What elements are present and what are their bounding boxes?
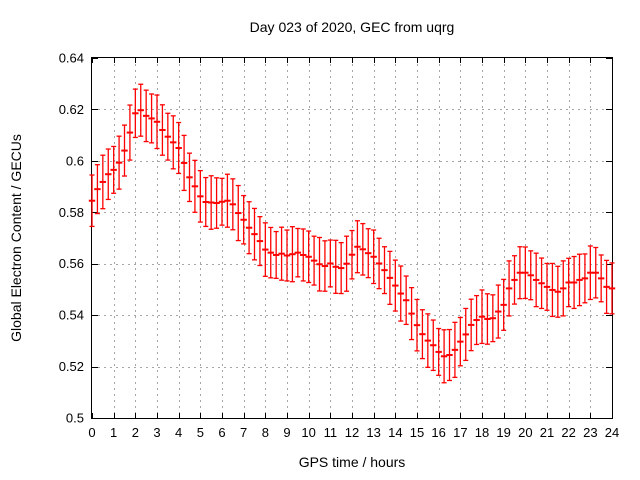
svg-text:18: 18 [475,425,489,440]
plot-border [91,57,613,419]
svg-text:0.5: 0.5 [66,411,84,426]
svg-text:21: 21 [540,425,554,440]
svg-text:20: 20 [518,425,532,440]
svg-text:12: 12 [345,425,359,440]
svg-text:0.64: 0.64 [59,51,84,66]
svg-text:4: 4 [175,425,182,440]
y-tick-labels: 0.5 0.52 0.54 0.56 0.58 0.6 0.62 0.64 [59,51,84,426]
svg-text:1: 1 [110,425,117,440]
x-tick-labels: 0 1 2 3 4 5 6 7 8 9 10 11 12 13 14 15 16 17 18 19 20 21 22 23 24 [88,425,619,440]
svg-text:0.56: 0.56 [59,256,84,271]
svg-text:16: 16 [431,425,445,440]
svg-text:0.62: 0.62 [59,102,84,117]
svg-text:22: 22 [561,425,575,440]
chart-title: Day 023 of 2020, GEC from uqrg [250,19,455,35]
y-axis-label: Global Electron Content / GECUs [8,134,24,342]
axis-ticks [92,58,613,419]
svg-text:2: 2 [132,425,139,440]
svg-text:24: 24 [605,425,619,440]
svg-text:17: 17 [453,425,467,440]
svg-text:0.54: 0.54 [59,308,84,323]
svg-text:3: 3 [153,425,160,440]
svg-text:13: 13 [366,425,380,440]
svg-text:7: 7 [240,425,247,440]
svg-text:0.52: 0.52 [59,359,84,374]
svg-text:8: 8 [262,425,269,440]
x-axis-label: GPS time / hours [299,454,406,470]
svg-text:0.58: 0.58 [59,205,84,220]
svg-text:23: 23 [583,425,597,440]
svg-text:14: 14 [388,425,402,440]
svg-text:9: 9 [283,425,290,440]
svg-text:11: 11 [324,425,338,440]
svg-text:10: 10 [301,425,315,440]
svg-text:0.6: 0.6 [66,153,84,168]
data-series-errorbars [88,83,616,384]
svg-text:6: 6 [218,425,225,440]
svg-text:5: 5 [197,425,204,440]
svg-text:19: 19 [496,425,510,440]
svg-text:15: 15 [410,425,424,440]
svg-text:0: 0 [88,425,95,440]
